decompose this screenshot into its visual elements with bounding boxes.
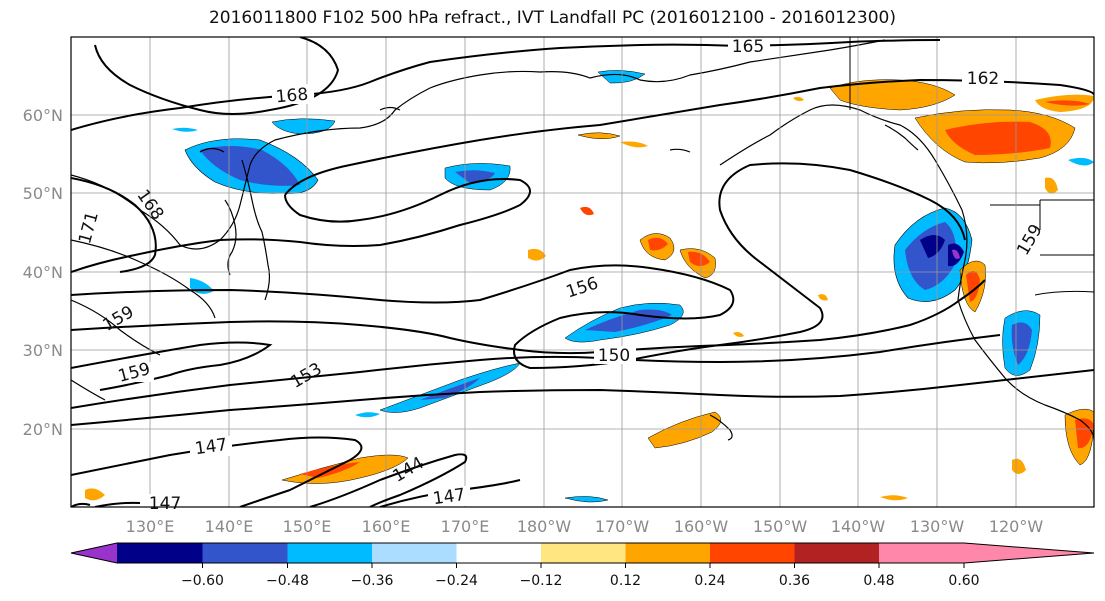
colorbar-segment (117, 543, 203, 563)
colorbar-tick-label: 0.60 (948, 573, 979, 589)
lon-label: 170°E (441, 517, 490, 536)
lon-label: 130°E (126, 517, 175, 536)
contour-label: 168 (275, 85, 309, 108)
lon-label: 130°W (910, 517, 965, 536)
lon-label: 120°W (989, 517, 1044, 536)
colorbar-tick-label: 0.12 (610, 573, 641, 589)
colorbar-tick-label: −0.48 (266, 573, 309, 589)
colorbar-extend-right (879, 543, 1094, 563)
latitude-axis: 20°N 30°N 40°N 50°N 60°N (23, 106, 63, 439)
contour-label: 147 (432, 485, 467, 509)
lon-label: 150°W (753, 517, 808, 536)
contour-label: 165 (732, 37, 764, 57)
map-frame (70, 36, 1095, 508)
colorbar-tick-label: −0.12 (520, 573, 563, 589)
colorbar-segment (794, 543, 879, 563)
contour-label: 147 (194, 435, 229, 459)
colorbar-tick-label: 0.36 (779, 573, 810, 589)
colorbar-tick-label: −0.60 (181, 573, 224, 589)
contour-label: 147 (149, 494, 181, 514)
contour-label: 150 (598, 346, 630, 366)
graticule (71, 37, 1094, 507)
lat-label: 60°N (23, 106, 63, 125)
lon-label: 160°W (674, 517, 729, 536)
lat-label: 20°N (23, 420, 63, 439)
colorbar-segment (710, 543, 795, 563)
lat-label: 50°N (23, 184, 63, 203)
lon-label: 160°E (362, 517, 411, 536)
colorbar-tick-label: −0.24 (435, 573, 478, 589)
coastlines (71, 39, 1094, 441)
colorbar-segment (202, 543, 288, 563)
shaded-regions (85, 70, 1094, 503)
map-title: 2016011800 F102 500 hPa refract., IVT La… (208, 8, 896, 28)
colorbar: −0.60 −0.48 −0.36 −0.24 −0.12 0.12 0.24 … (70, 542, 1095, 589)
contour-labels: 165 168 171 168 162 159 156 159 150 159 … (75, 37, 1047, 514)
colorbar-segment (456, 543, 541, 563)
colorbar-tick-label: 0.48 (863, 573, 894, 589)
lon-label: 170°W (595, 517, 650, 536)
map-field (71, 37, 1094, 507)
lat-label: 40°N (23, 263, 63, 282)
lon-label: 180°W (517, 517, 572, 536)
lon-label: 140°W (831, 517, 886, 536)
lon-label: 140°E (205, 517, 254, 536)
colorbar-segment (541, 543, 626, 563)
colorbar-tick-label: −0.36 (351, 573, 394, 589)
lat-label: 30°N (23, 341, 63, 360)
colorbar-segment (625, 543, 710, 563)
borders (849, 37, 1094, 296)
longitude-axis: 130°E 140°E 150°E 160°E 170°E 180°W 170°… (126, 517, 1044, 536)
colorbar-tick-label: 0.24 (694, 573, 725, 589)
lon-label: 150°E (283, 517, 332, 536)
contour-label: 162 (967, 69, 999, 89)
colorbar-segment (287, 543, 372, 563)
colorbar-segment (372, 543, 457, 563)
colorbar-extend-left (71, 543, 117, 563)
